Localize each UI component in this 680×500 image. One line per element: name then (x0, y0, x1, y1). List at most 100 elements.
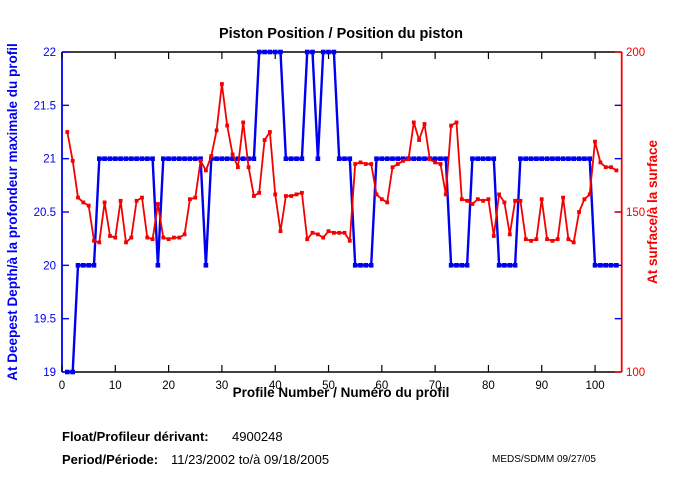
series-line-surface (66, 83, 617, 244)
series-marker-surface (379, 197, 384, 202)
series-marker-surface (262, 138, 267, 142)
series-marker-deepest (182, 156, 187, 161)
series-marker-deepest (224, 156, 230, 161)
series-marker-surface (182, 232, 187, 237)
series-marker-surface (497, 192, 501, 197)
series-marker-surface (481, 198, 485, 203)
series-marker-surface (507, 232, 512, 237)
series-marker-deepest (422, 156, 427, 161)
series-marker-surface (65, 130, 70, 134)
series-marker-deepest (161, 156, 166, 161)
series-marker-surface (406, 157, 411, 162)
series-marker-surface (534, 237, 539, 242)
series-marker-deepest (304, 49, 310, 55)
series-marker-surface (347, 238, 352, 243)
series-marker-surface (321, 235, 326, 240)
series-marker-deepest (603, 263, 608, 268)
series-marker-surface (385, 200, 390, 205)
series-marker-deepest (288, 156, 294, 161)
series-marker-surface (438, 162, 443, 166)
series-marker-surface (603, 165, 608, 170)
series-marker-deepest (256, 49, 262, 55)
series-marker-deepest (390, 156, 395, 161)
series-marker-deepest (438, 156, 443, 161)
series-marker-surface (465, 198, 469, 203)
series-marker-deepest (374, 156, 379, 161)
series-marker-surface (316, 232, 320, 237)
series-marker-deepest (587, 156, 592, 161)
series-marker-surface (118, 198, 123, 203)
series-marker-deepest (198, 156, 203, 161)
series-marker-deepest (251, 156, 257, 161)
series-marker-surface (550, 238, 555, 243)
series-marker-surface (268, 130, 272, 134)
series-marker-surface (129, 235, 134, 240)
period-value: 11/23/2002 to/à 09/18/2005 (171, 452, 329, 467)
series-marker-surface (411, 120, 416, 125)
series-marker-surface (140, 195, 144, 200)
series-marker-deepest (496, 263, 502, 268)
series-marker-surface (529, 238, 533, 243)
series-marker-surface (166, 237, 171, 242)
series-marker-deepest (240, 156, 246, 161)
x-axis-label: Profile Number / Numéro du profil (233, 385, 450, 400)
series-marker-deepest (539, 156, 544, 161)
y-right-tick-label: 150 (626, 207, 645, 219)
series-marker-surface (102, 200, 107, 205)
series-marker-deepest (592, 263, 598, 268)
series-marker-deepest (219, 156, 225, 161)
series-marker-deepest (464, 263, 470, 268)
series-marker-surface (593, 139, 597, 144)
series-marker-surface (374, 192, 379, 197)
series-marker-surface (587, 192, 592, 197)
series-marker-deepest (448, 263, 454, 268)
series-marker-deepest (459, 263, 465, 268)
y-left-tick-label: 20.5 (34, 207, 56, 219)
y-right-tick-label: 100 (626, 367, 645, 379)
series-marker-deepest (177, 156, 182, 161)
series-marker-deepest (150, 156, 155, 161)
series-marker-surface (86, 203, 91, 208)
series-marker-surface (443, 192, 448, 197)
series-marker-deepest (203, 263, 209, 268)
series-marker-surface (523, 237, 528, 242)
series-marker-deepest (65, 369, 70, 375)
series-marker-deepest (123, 156, 129, 161)
series-marker-deepest (326, 49, 331, 55)
float-id-label: Float/Profileur dérivant: (62, 429, 209, 444)
x-tick-label: 50 (322, 380, 335, 392)
series-marker-deepest (102, 156, 107, 161)
series-marker-surface (609, 165, 613, 170)
series-marker-surface (555, 237, 560, 242)
series-marker-surface (422, 122, 427, 126)
x-tick-label: 70 (429, 380, 442, 392)
series-marker-surface (300, 190, 304, 195)
series-marker-surface (257, 190, 262, 195)
series-marker-surface (145, 235, 150, 240)
series-marker-surface (81, 200, 86, 205)
series-marker-surface (310, 230, 315, 235)
series-marker-surface (70, 158, 75, 163)
series-marker-deepest (534, 156, 539, 161)
series-marker-surface (449, 123, 453, 128)
series-marker-deepest (347, 156, 353, 161)
series-marker-deepest (209, 156, 214, 161)
series-marker-surface (390, 165, 395, 170)
series-marker-surface (278, 229, 283, 234)
y-left-tick-label: 21.5 (34, 100, 56, 112)
series-marker-deepest (512, 263, 518, 268)
series-marker-surface (332, 230, 336, 235)
series-marker-deepest (443, 156, 449, 161)
series-marker-deepest (550, 156, 555, 161)
series-marker-surface (188, 197, 192, 202)
plot-area: 0 10 20 30 40 50 60 70 80 90 100 19 19.5 20 20.5 21 21.5… (34, 47, 646, 392)
series-marker-deepest (139, 156, 145, 161)
series-marker-deepest (113, 156, 118, 161)
series-marker-deepest (262, 49, 267, 55)
series-marker-deepest (555, 156, 560, 161)
series-marker-surface (491, 234, 496, 238)
series-marker-deepest (315, 156, 321, 161)
series-marker-surface (284, 194, 288, 198)
series-marker-deepest (379, 156, 385, 161)
